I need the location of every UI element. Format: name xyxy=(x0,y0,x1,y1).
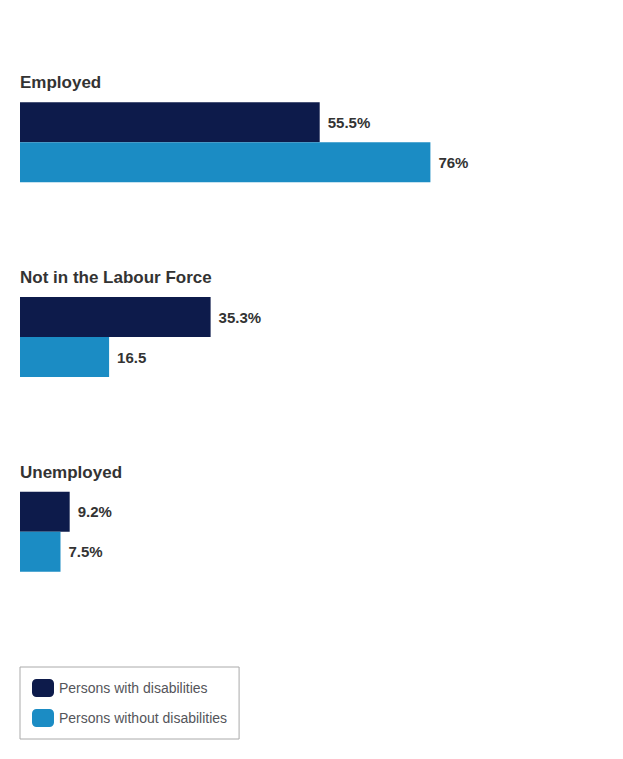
svg-text:7.5%: 7.5% xyxy=(69,543,103,560)
svg-text:Unemployed: Unemployed xyxy=(20,463,122,482)
svg-text:Persons without disabilities: Persons without disabilities xyxy=(59,710,227,726)
svg-text:Employed: Employed xyxy=(20,73,101,92)
svg-text:55.5%: 55.5% xyxy=(328,114,371,131)
svg-text:Persons with disabilities: Persons with disabilities xyxy=(59,680,208,696)
svg-text:16.5: 16.5 xyxy=(117,349,146,366)
svg-text:35.3%: 35.3% xyxy=(219,309,262,326)
svg-text:Not in the Labour Force: Not in the Labour Force xyxy=(20,268,212,287)
svg-text:9.2%: 9.2% xyxy=(78,503,112,520)
svg-text:76%: 76% xyxy=(438,154,468,171)
